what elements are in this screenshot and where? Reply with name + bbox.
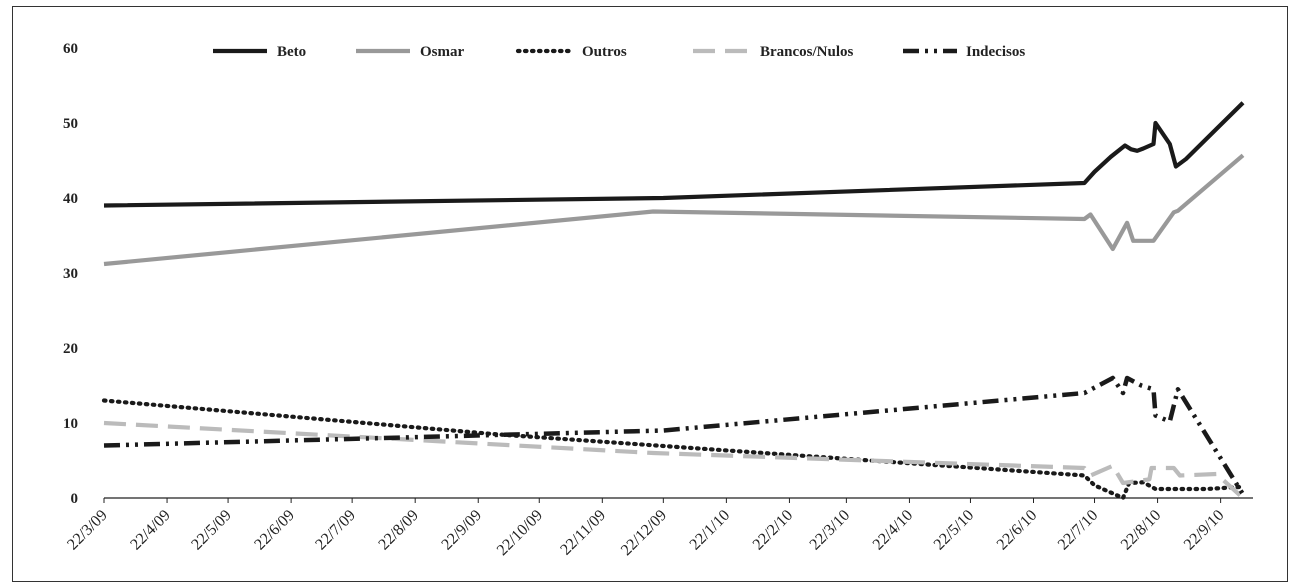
y-tick-label: 40	[63, 191, 78, 207]
chart-frame	[12, 6, 1288, 582]
x-tick-label: 22/11/09	[557, 507, 609, 559]
x-tick-label: 22/8/10	[1118, 507, 1165, 554]
x-tick-label: 22/4/09	[127, 507, 174, 554]
legend-label: Beto	[277, 44, 306, 60]
legend-label: Brancos/Nulos	[760, 44, 854, 60]
y-tick-label: 50	[63, 116, 78, 132]
x-tick-label: 22/8/09	[375, 507, 422, 554]
legend-item-indecisos: Indecisos	[903, 44, 1025, 60]
legend: Beto Osmar Outros Brancos/Nulos Indecisos	[213, 44, 1025, 60]
y-tick-label: 0	[71, 491, 79, 507]
y-tick-label: 20	[63, 341, 78, 357]
series-line-beto	[103, 101, 1245, 208]
legend-label: Outros	[582, 44, 627, 60]
x-tick-label: 22/12/09	[618, 507, 670, 559]
y-axis-ticks: 0 10 20 30 40 50 60	[63, 41, 78, 507]
x-tick-label: 22/9/09	[438, 507, 485, 554]
series-indecisos	[103, 375, 1245, 496]
legend-label: Osmar	[420, 44, 465, 60]
x-tick-label: 22/1/10	[687, 507, 734, 554]
legend-item-brancos-nulos: Brancos/Nulos	[693, 44, 854, 60]
x-tick-label: 22/3/10	[807, 507, 854, 554]
x-tick-label: 22/4/10	[870, 507, 917, 554]
y-tick-label: 10	[63, 416, 78, 432]
legend-item-osmar: Osmar	[356, 44, 465, 60]
x-tick-label: 22/7/09	[312, 507, 359, 554]
legend-label: Indecisos	[966, 44, 1025, 60]
series-beto	[103, 101, 1245, 208]
series-layer	[101, 101, 1246, 501]
x-tick-label: 22/5/10	[931, 507, 978, 554]
x-tick-label: 22/6/09	[251, 507, 298, 554]
series-brancos-nulos	[103, 420, 1245, 500]
series-line-osmar	[103, 153, 1245, 267]
series-outros	[101, 398, 1246, 501]
x-axis-ticks: 22/3/09 22/4/09 22/5/09 22/6/09 22/7/09 22/8/…	[64, 498, 1227, 559]
series-osmar	[103, 153, 1245, 267]
y-tick-label: 30	[63, 266, 78, 282]
series-line-outros	[101, 398, 1246, 501]
x-tick-label: 22/10/09	[494, 507, 546, 559]
x-tick-label: 22/3/09	[64, 507, 111, 554]
legend-item-outros: Outros	[515, 44, 627, 60]
legend-item-beto: Beto	[213, 44, 306, 60]
x-tick-label: 22/6/10	[994, 507, 1041, 554]
x-tick-label: 22/5/09	[188, 507, 235, 554]
x-tick-label: 22/9/10	[1181, 507, 1228, 554]
series-line-indecisos	[103, 375, 1245, 496]
x-tick-label: 22/2/10	[750, 507, 797, 554]
series-line-brancos-nulos	[103, 420, 1245, 500]
x-tick-label: 22/7/10	[1055, 507, 1102, 554]
y-tick-label: 60	[63, 41, 78, 57]
